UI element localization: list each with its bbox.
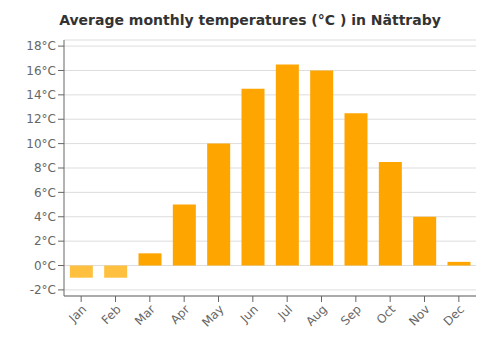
html-text:Average monthly temperatures (: Average monthly temperatures (°C ) in Nä… [59, 12, 441, 28]
svg-text:Apr: Apr [168, 302, 193, 327]
svg-text:Nov: Nov [406, 302, 432, 328]
svg-text:16°C: 16°C [26, 64, 56, 78]
svg-text:18°C: 18°C [26, 39, 56, 53]
svg-text:14°C: 14°C [26, 88, 56, 102]
svg-text:Jul: Jul [274, 302, 295, 323]
svg-text:2°C: 2°C [34, 234, 56, 248]
svg-text:Aug: Aug [303, 302, 329, 328]
svg-text:6°C: 6°C [34, 186, 56, 200]
svg-text:Feb: Feb [99, 302, 124, 327]
svg-text:-2°C: -2°C [30, 283, 56, 297]
svg-text:Jan: Jan [66, 302, 90, 326]
svg-text:Jun: Jun [237, 302, 261, 326]
svg-text:4°C: 4°C [34, 210, 56, 224]
svg-text:0°C: 0°C [34, 259, 56, 273]
svg-text:Oct: Oct [374, 302, 399, 327]
svg-text:Mar: Mar [132, 302, 158, 328]
svg-text:8°C: 8°C [34, 161, 56, 175]
svg-text:Dec: Dec [441, 302, 467, 328]
svg-text:10°C: 10°C [26, 137, 56, 151]
svg-text:Sep: Sep [338, 302, 364, 328]
svg-text:May: May [199, 302, 226, 329]
svg-text:12°C: 12°C [26, 112, 56, 126]
